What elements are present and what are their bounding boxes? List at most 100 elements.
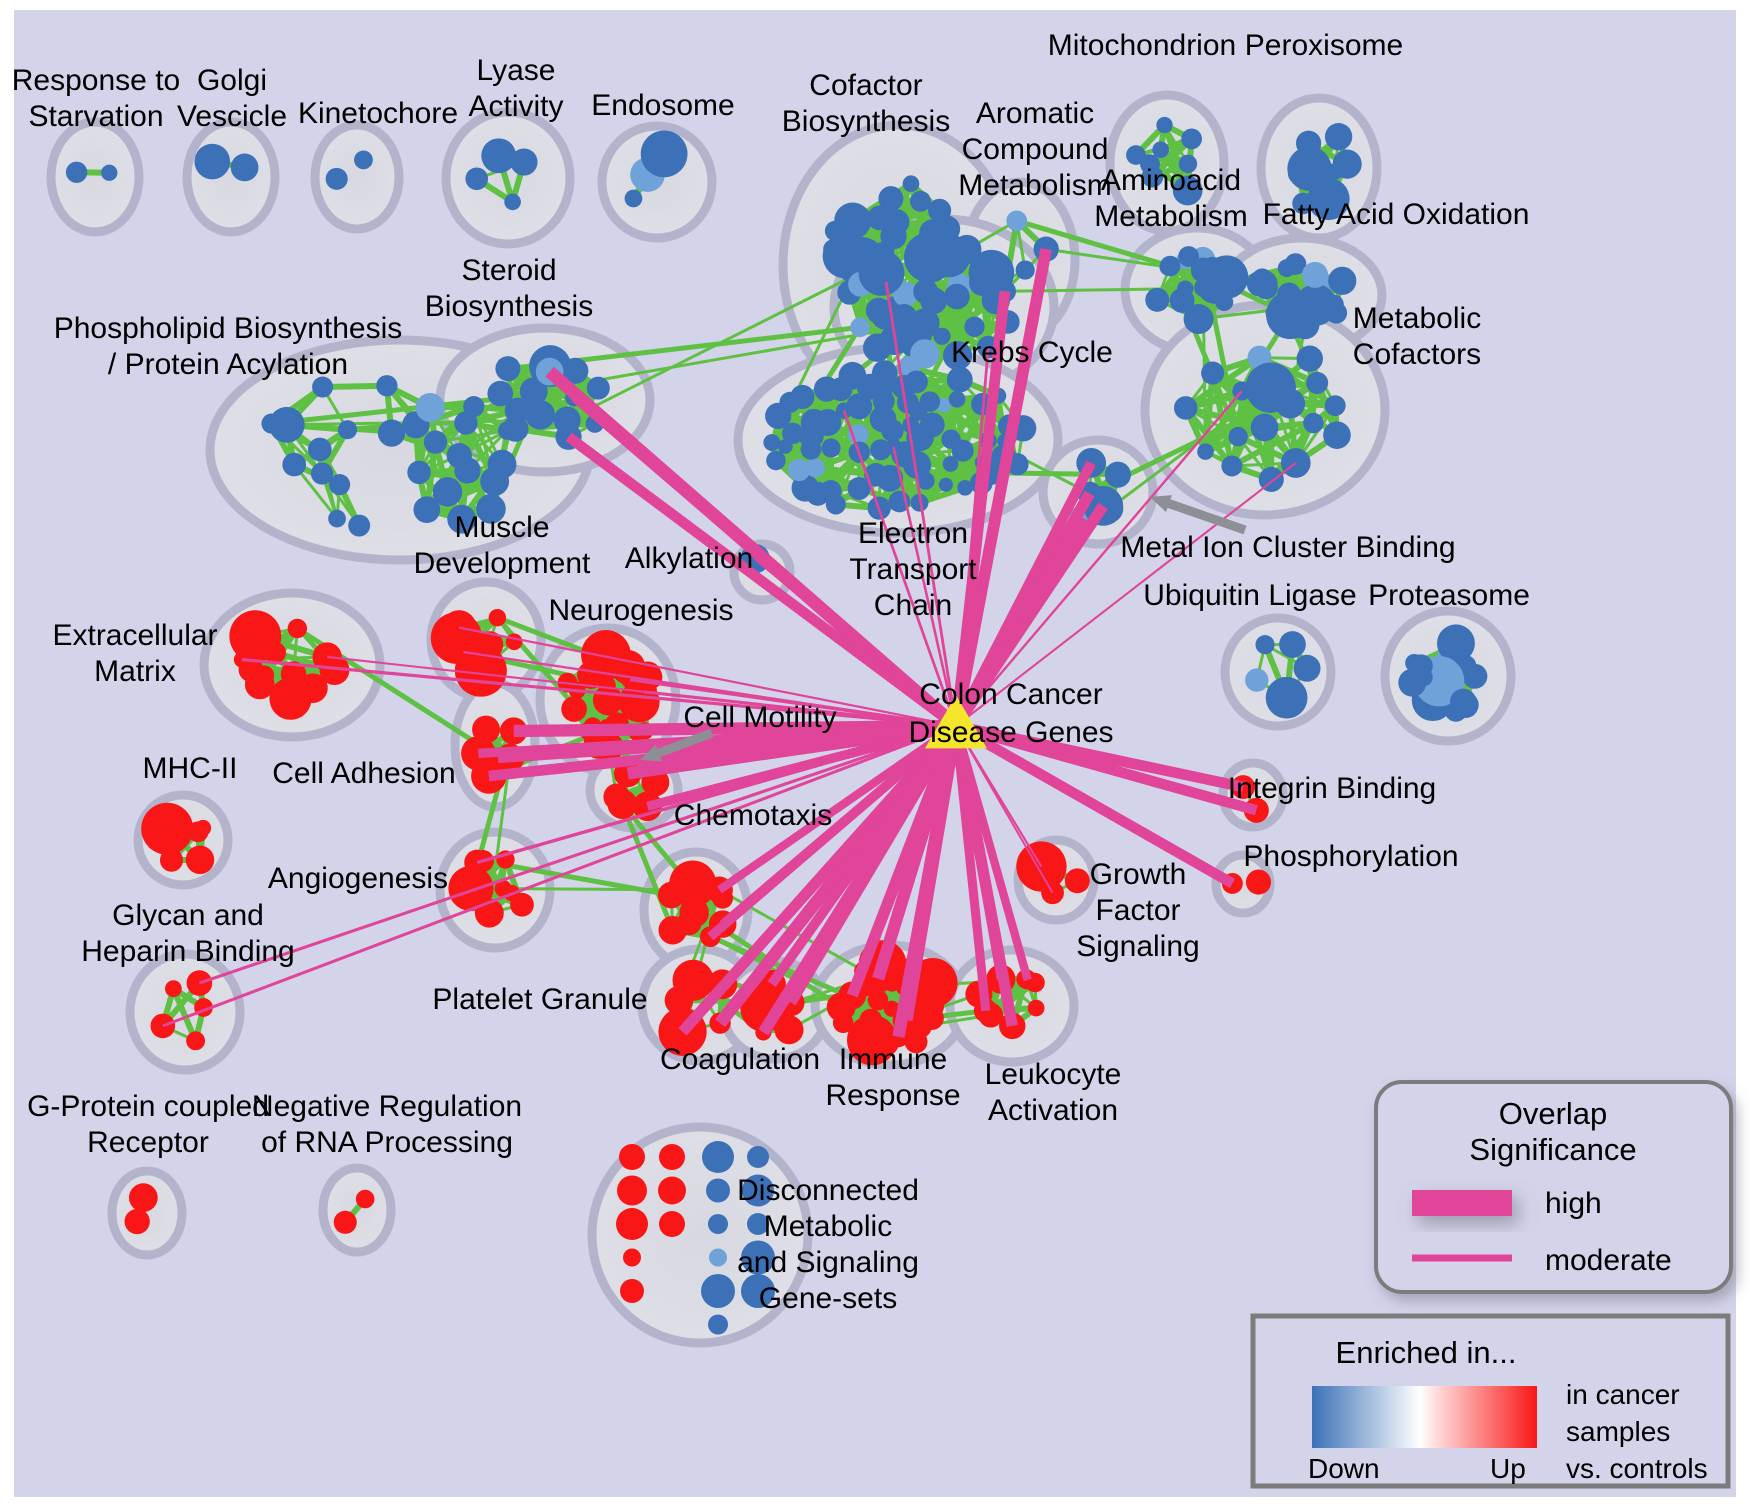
gene-set-node[interactable] <box>948 390 966 408</box>
gene-set-node[interactable] <box>882 331 904 354</box>
gene-set-node[interactable] <box>1279 631 1306 658</box>
gene-set-node[interactable] <box>847 1014 898 1066</box>
hub-triangle-icon[interactable] <box>925 695 987 749</box>
gene-set-node[interactable] <box>1188 310 1207 329</box>
gene-set-node[interactable] <box>141 802 194 855</box>
gene-set-node[interactable] <box>307 437 332 462</box>
gene-set-node[interactable] <box>834 202 872 240</box>
gene-set-node[interactable] <box>355 1189 375 1209</box>
disconnected-node[interactable] <box>708 1214 728 1234</box>
gene-set-node[interactable] <box>377 419 406 447</box>
gene-set-node[interactable] <box>670 1004 688 1022</box>
gene-set-node[interactable] <box>692 964 711 983</box>
gene-set-node[interactable] <box>847 477 871 501</box>
gene-set-node[interactable] <box>1145 287 1170 312</box>
gene-set-node[interactable] <box>312 376 334 398</box>
gene-set-node[interactable] <box>763 434 781 451</box>
disconnected-node[interactable] <box>702 1141 734 1173</box>
gene-set-node[interactable] <box>1328 266 1357 295</box>
gene-set-node[interactable] <box>561 696 587 722</box>
gene-set-node[interactable] <box>946 366 973 393</box>
gene-set-node[interactable] <box>454 411 478 435</box>
gene-set-node[interactable] <box>461 736 496 771</box>
gene-set-node[interactable] <box>942 456 959 472</box>
gene-set-node[interactable] <box>333 1210 357 1234</box>
gene-set-node[interactable] <box>819 480 842 502</box>
gene-set-node[interactable] <box>849 1028 866 1045</box>
gene-set-node[interactable] <box>1324 123 1353 151</box>
gene-set-node[interactable] <box>328 509 346 528</box>
gene-set-node[interactable] <box>832 1012 854 1033</box>
gene-set-node[interactable] <box>1159 255 1181 277</box>
gene-set-node[interactable] <box>287 618 308 639</box>
gene-set-node[interactable] <box>1245 362 1296 413</box>
gene-set-node[interactable] <box>676 910 702 936</box>
gene-set-node[interactable] <box>1266 290 1315 340</box>
gene-set-node[interactable] <box>850 317 870 338</box>
gene-set-node[interactable] <box>164 980 182 998</box>
gene-set-node[interactable] <box>624 189 643 208</box>
disconnected-node[interactable] <box>741 1274 775 1308</box>
gene-set-node[interactable] <box>124 1208 150 1235</box>
gene-set-node[interactable] <box>854 237 875 258</box>
gene-set-node[interactable] <box>1197 443 1214 460</box>
gene-set-node[interactable] <box>712 887 734 909</box>
disconnected-node[interactable] <box>616 1208 648 1240</box>
gene-set-node[interactable] <box>354 150 373 170</box>
gene-set-node[interactable] <box>909 190 931 212</box>
gene-set-node[interactable] <box>185 845 215 875</box>
gene-set-node[interactable] <box>432 477 463 507</box>
gene-set-node[interactable] <box>957 479 973 496</box>
gene-set-node[interactable] <box>890 303 918 331</box>
gene-set-node[interactable] <box>968 249 1015 296</box>
gene-set-node[interactable] <box>787 458 811 482</box>
gene-set-node[interactable] <box>186 1031 206 1051</box>
gene-set-node[interactable] <box>1172 175 1203 206</box>
gene-set-node[interactable] <box>1140 154 1160 175</box>
gene-set-node[interactable] <box>448 865 494 912</box>
gene-set-node[interactable] <box>505 633 523 651</box>
gene-set-node[interactable] <box>1252 268 1273 289</box>
gene-set-node[interactable] <box>933 327 951 345</box>
gene-set-node[interactable] <box>319 655 350 686</box>
gene-set-node[interactable] <box>480 466 510 496</box>
gene-set-node[interactable] <box>823 239 843 260</box>
gene-set-node[interactable] <box>1277 259 1296 278</box>
gene-set-node[interactable] <box>821 438 841 458</box>
gene-set-node[interactable] <box>867 205 892 231</box>
gene-set-node[interactable] <box>1255 635 1275 655</box>
gene-set-node[interactable] <box>488 608 507 627</box>
gene-set-node[interactable] <box>1228 426 1248 447</box>
hub-layer[interactable]: Colon Cancer Disease Genes <box>908 678 1113 749</box>
gene-set-node[interactable] <box>553 406 581 434</box>
gene-set-node[interactable] <box>1294 162 1311 179</box>
gene-set-node[interactable] <box>867 989 889 1011</box>
gene-set-node[interactable] <box>194 143 231 180</box>
gene-set-node[interactable] <box>892 281 918 307</box>
gene-set-node[interactable] <box>603 783 630 811</box>
gene-set-node[interactable] <box>325 167 348 190</box>
gene-set-node[interactable] <box>128 1183 158 1212</box>
gene-set-node[interactable] <box>1450 688 1477 715</box>
disconnected-node[interactable] <box>747 1213 769 1235</box>
gene-set-node[interactable] <box>476 631 504 659</box>
gene-set-node[interactable] <box>1303 412 1324 434</box>
gene-set-node[interactable] <box>1178 246 1200 267</box>
gene-set-node[interactable] <box>782 422 804 445</box>
gene-set-node[interactable] <box>487 380 514 407</box>
gene-set-node[interactable] <box>65 161 88 183</box>
gene-set-node[interactable] <box>413 496 441 524</box>
disconnected-node[interactable] <box>617 1175 647 1206</box>
gene-set-node[interactable] <box>669 860 717 908</box>
gene-set-node[interactable] <box>1306 371 1329 394</box>
gene-set-node[interactable] <box>1177 280 1194 297</box>
disconnected-node[interactable] <box>658 1176 686 1205</box>
disconnected-node[interactable] <box>709 1248 727 1267</box>
gene-set-node[interactable] <box>1324 395 1346 417</box>
gene-set-node[interactable] <box>481 138 517 174</box>
gene-set-node[interactable] <box>942 341 973 371</box>
gene-set-node[interactable] <box>805 458 825 478</box>
disconnected-node[interactable] <box>741 1240 775 1275</box>
gene-set-node[interactable] <box>598 676 616 694</box>
gene-set-node[interactable] <box>415 393 445 422</box>
